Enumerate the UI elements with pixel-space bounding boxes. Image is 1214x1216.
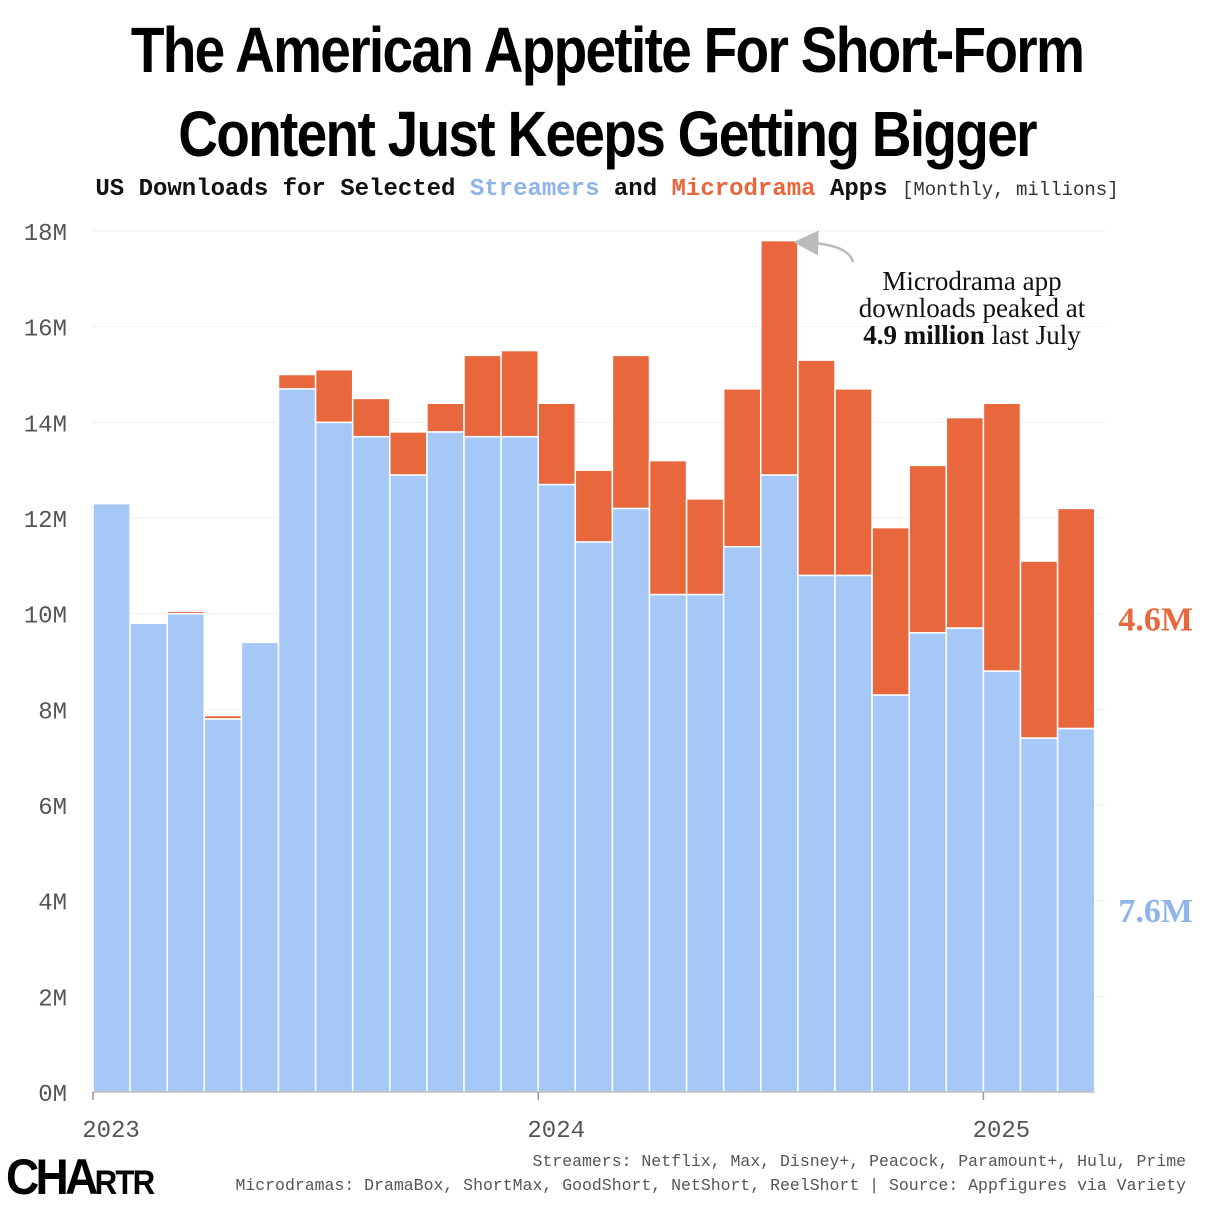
bar-microdrama <box>574 469 614 543</box>
y-tick-label: 4M <box>38 891 67 918</box>
bar-streamers <box>574 541 614 1093</box>
bar-microdrama <box>1019 560 1059 739</box>
bar-streamers <box>797 574 836 1093</box>
y-tick-label: 2M <box>38 986 67 1013</box>
y-tick-label: 18M <box>24 221 67 248</box>
bar-streamers <box>908 632 948 1093</box>
bar-microdrama <box>537 402 577 486</box>
y-tick-label: 6M <box>38 795 67 822</box>
footer-streamers-list: Streamers: Netflix, Max, Disney+, Peacoc… <box>532 1152 1186 1171</box>
end-label-microdrama: 4.6M <box>1118 601 1193 638</box>
x-axis: 2023 2024 2025 <box>82 1091 1095 1145</box>
subtitle-apps: Apps <box>829 176 888 203</box>
bar-microdrama <box>760 239 799 476</box>
bar-microdrama <box>203 714 243 720</box>
bar-streamers <box>722 545 762 1093</box>
bar-streamers <box>129 622 168 1093</box>
bar-streamers <box>982 670 1022 1093</box>
title-line-1: The American Appetite For Short-Form <box>130 14 1085 86</box>
title-line-2: Content Just Keeps Getting Bigger <box>178 98 1037 170</box>
end-label-streamers: 7.6M <box>1118 893 1193 930</box>
bar-microdrama <box>648 459 688 596</box>
bar-streamers <box>648 593 688 1093</box>
logo-main: CHA <box>6 1149 98 1205</box>
bar-microdrama <box>871 526 910 696</box>
end-labels: 4.6M 7.6M <box>1118 601 1193 930</box>
bar-streamers <box>685 593 725 1093</box>
bar-streamers <box>537 483 577 1093</box>
y-axis-labels: 0M 2M 4M 6M 8M 10M 12M 14M 16M 18M <box>24 221 67 1109</box>
chartr-logo: CHARTR <box>6 1148 155 1206</box>
bar-streamers <box>426 431 465 1093</box>
subtitle-prefix: US Downloads for Selected <box>95 176 456 203</box>
bar-microdrama <box>945 416 985 629</box>
subtitle-and: and <box>613 176 658 203</box>
y-tick-label: 14M <box>24 412 67 439</box>
bar-microdrama <box>797 359 836 577</box>
bar-microdrama <box>722 388 762 548</box>
annotation-arrow <box>793 230 855 263</box>
bar-microdrama <box>685 498 725 596</box>
annotation-line-3: 4.9 million last July <box>863 320 1081 350</box>
bar-microdrama <box>277 373 317 390</box>
logo-r: R <box>94 1164 118 1202</box>
subtitle-unit: [Monthly, millions] <box>901 179 1119 201</box>
chart-title: The American Appetite For Short-Form Con… <box>85 8 1129 176</box>
bar-streamers <box>277 388 317 1093</box>
x-tick-label: 2025 <box>973 1118 1031 1145</box>
bar-streamers <box>314 421 354 1093</box>
y-tick-label: 16M <box>24 317 67 344</box>
y-tick-label: 12M <box>24 508 67 535</box>
bar-streamers <box>351 435 391 1093</box>
bar-microdrama <box>389 431 428 476</box>
annotation-bold: 4.9 million <box>863 320 985 350</box>
x-tick-label: 2024 <box>527 1118 585 1145</box>
annotation-rest: last July <box>985 320 1082 350</box>
bar-streamers <box>834 574 873 1093</box>
subtitle-microdrama: Microdrama <box>671 176 816 203</box>
bar-microdrama <box>982 402 1022 672</box>
y-tick-label: 0M <box>38 1082 67 1109</box>
bar-microdrama <box>908 464 948 634</box>
y-tick-label: 8M <box>38 699 67 726</box>
bar-microdrama <box>351 397 391 438</box>
bar-streamers <box>945 627 985 1093</box>
logo-tr: TR <box>115 1164 155 1202</box>
bar-streamers <box>500 435 539 1093</box>
y-tick-label: 10M <box>24 604 67 631</box>
bar-streamers <box>389 474 428 1093</box>
bar-streamers <box>203 718 243 1093</box>
bar-microdrama <box>500 349 539 438</box>
bars <box>92 239 1096 1093</box>
bar-microdrama <box>314 368 354 424</box>
bar-streamers <box>871 694 910 1093</box>
bar-streamers <box>92 502 131 1093</box>
annotation-line-1: Microdrama app <box>882 266 1061 296</box>
annotation-line-2: downloads peaked at <box>859 293 1086 323</box>
bar-microdrama <box>166 610 206 615</box>
bar-microdrama <box>611 354 651 510</box>
chart-subtitle: US Downloads for Selected Streamers and … <box>0 176 1214 203</box>
x-tick-label: 2023 <box>82 1118 140 1145</box>
bar-microdrama <box>426 402 465 433</box>
bar-streamers <box>240 641 280 1093</box>
bar-streamers <box>1056 727 1096 1093</box>
bar-streamers <box>760 474 799 1093</box>
bar-microdrama <box>834 388 873 577</box>
bar-microdrama <box>463 354 502 438</box>
subtitle-streamers: Streamers <box>469 176 600 203</box>
bar-streamers <box>463 435 502 1093</box>
footer-source: Microdramas: DramaBox, ShortMax, GoodSho… <box>235 1176 1186 1195</box>
bar-streamers <box>611 507 651 1093</box>
bar-streamers <box>1019 737 1059 1093</box>
bar-microdrama <box>1056 507 1096 730</box>
bar-streamers <box>166 612 206 1093</box>
